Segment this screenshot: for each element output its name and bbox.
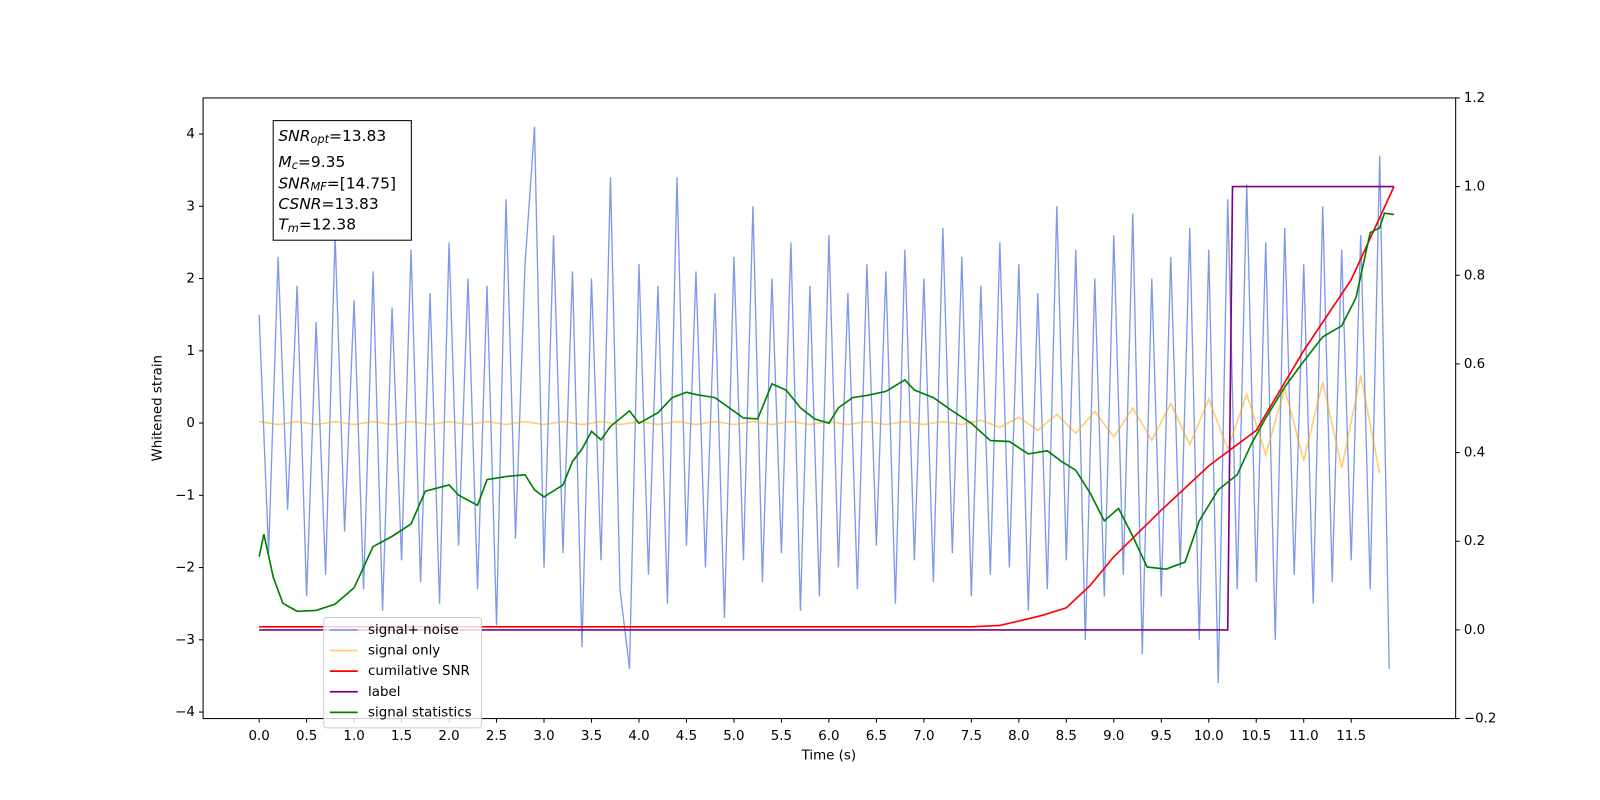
y-tick-label: −3 xyxy=(175,633,195,648)
annotation-subscript: MF xyxy=(310,180,327,194)
x-tick-label: 9.0 xyxy=(1103,729,1124,744)
y2-tick-label: 0.8 xyxy=(1464,268,1485,283)
x-tick-label: 1.0 xyxy=(343,729,364,744)
y-tick-label: −1 xyxy=(175,488,195,503)
legend-label: signal only xyxy=(368,644,440,659)
annotation-symbol: M xyxy=(278,152,291,170)
annotation-symbol: CSNR xyxy=(278,195,321,213)
x-tick-label: 11.0 xyxy=(1289,729,1319,744)
x-tick-label: 2.0 xyxy=(438,729,459,744)
annotation-line: SNRopt=13.83 xyxy=(278,127,386,147)
y2-tick-label: 0.2 xyxy=(1464,534,1485,549)
x-tick-label: 1.5 xyxy=(391,729,412,744)
annotation-line: Tm=12.38 xyxy=(278,215,356,235)
annotation-subscript: opt xyxy=(310,132,329,146)
annotation-subscript: m xyxy=(288,221,299,235)
x-tick-label: 9.5 xyxy=(1151,729,1172,744)
annotation-symbol: SNR xyxy=(278,127,310,145)
y2-tick-label: 1.0 xyxy=(1464,180,1485,195)
x-axis-label: Time (s) xyxy=(801,749,856,764)
x-tick-label: 7.5 xyxy=(961,729,982,744)
annotation-text: =9.35 xyxy=(298,152,345,170)
y-tick-label: 2 xyxy=(186,272,195,287)
annotation-line: CSNR=13.83 xyxy=(278,195,378,213)
legend-box xyxy=(323,617,482,729)
annotation-subscript: c xyxy=(292,158,299,172)
annotation-line: Mc=9.35 xyxy=(278,152,345,172)
x-tick-label: 2.5 xyxy=(486,729,507,744)
x-tick-label: 7.0 xyxy=(913,729,934,744)
annotation-text: =13.83 xyxy=(322,195,379,213)
series-line xyxy=(258,126,1390,684)
y-tick-label: −4 xyxy=(175,705,195,720)
series-line xyxy=(258,375,1381,474)
y2-tick-label: 0.6 xyxy=(1464,357,1485,372)
annotation-line: SNRMF=[14.75] xyxy=(278,174,396,194)
x-tick-label: 10.0 xyxy=(1194,729,1224,744)
y2-tick-label: 0.4 xyxy=(1464,446,1485,461)
x-tick-label: 11.5 xyxy=(1336,729,1366,744)
y-tick-label: 1 xyxy=(186,344,195,359)
plot-frame xyxy=(202,97,1457,720)
series-line xyxy=(259,186,1395,628)
legend-label: signal statistics xyxy=(368,705,472,720)
series-line xyxy=(258,212,1395,613)
y2-tick-label: −0.2 xyxy=(1464,712,1497,727)
legend-label: cumilative SNR xyxy=(368,664,470,679)
y-tick-label: 3 xyxy=(186,199,195,214)
y-tick-label: 4 xyxy=(186,127,195,142)
x-tick-label: 4.5 xyxy=(676,729,697,744)
x-tick-label: 4.0 xyxy=(628,729,649,744)
annotation-symbol: T xyxy=(278,215,289,233)
annotation-box xyxy=(272,120,412,241)
x-tick-label: 5.0 xyxy=(723,729,744,744)
x-tick-label: 10.5 xyxy=(1241,729,1271,744)
annotation-symbol: SNR xyxy=(278,174,310,192)
x-tick-label: 6.0 xyxy=(818,729,839,744)
y2-tick-label: 1.2 xyxy=(1464,91,1485,106)
legend-label: signal+ noise xyxy=(368,623,459,638)
annotation-text: =13.83 xyxy=(329,127,386,145)
y-axis-label: Whitened strain xyxy=(151,355,166,462)
y-tick-label: 0 xyxy=(186,416,195,431)
x-tick-label: 0.5 xyxy=(296,729,317,744)
x-tick-label: 8.0 xyxy=(1008,729,1029,744)
legend-label: label xyxy=(368,685,400,700)
x-tick-label: 0.0 xyxy=(248,729,269,744)
y-tick-label: −2 xyxy=(175,561,195,576)
series-line xyxy=(259,185,1394,631)
x-tick-label: 5.5 xyxy=(771,729,792,744)
x-tick-label: 6.5 xyxy=(866,729,887,744)
x-tick-label: 8.5 xyxy=(1056,729,1077,744)
x-tick-label: 3.0 xyxy=(533,729,554,744)
annotation-text: =12.38 xyxy=(299,215,356,233)
y2-tick-label: 0.0 xyxy=(1464,623,1485,638)
annotation-text: =[14.75] xyxy=(327,174,396,192)
x-tick-label: 3.5 xyxy=(581,729,602,744)
